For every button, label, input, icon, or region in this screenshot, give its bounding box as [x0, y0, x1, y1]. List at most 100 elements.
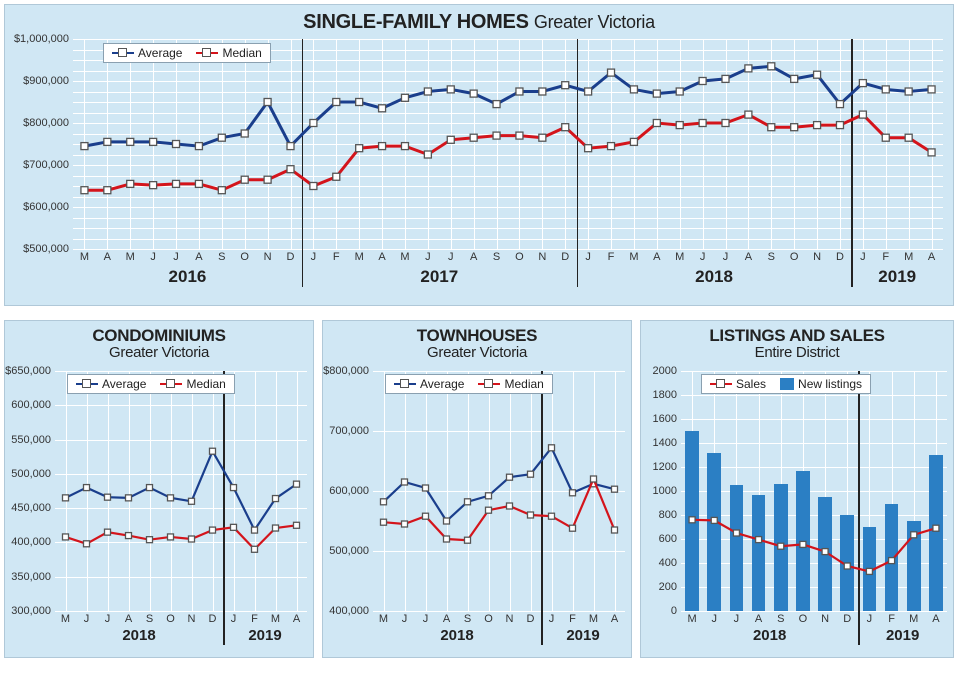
- x-tick-label: S: [218, 249, 225, 263]
- y-tick-label: 200: [659, 581, 681, 593]
- x-tick-label: F: [608, 249, 615, 263]
- series-median: [373, 371, 625, 611]
- x-tick-label: J: [549, 611, 555, 625]
- year-label: 2019: [886, 627, 919, 644]
- x-tick-label: O: [515, 249, 524, 263]
- year-label: 2019: [566, 627, 599, 644]
- legend-sales-label: Sales: [736, 377, 766, 391]
- condos-legend: Average Median: [67, 374, 235, 394]
- legend-median: Median: [196, 46, 261, 60]
- y-tick-label: 450,000: [11, 502, 55, 514]
- title-strong: CONDOMINIUMS: [92, 326, 225, 345]
- x-tick-label: A: [928, 249, 935, 263]
- x-tick-label: J: [867, 611, 873, 625]
- x-tick-label: F: [333, 249, 340, 263]
- x-tick-label: A: [745, 249, 752, 263]
- single-family-title: SINGLE-FAMILY HOMES Greater Victoria: [15, 11, 943, 34]
- condos-title: CONDOMINIUMS Greater Victoria: [5, 327, 313, 361]
- legend-average-label: Average: [102, 377, 146, 391]
- y-tick-label: 500,000: [11, 468, 55, 480]
- x-tick-label: A: [104, 249, 111, 263]
- y-tick-label: $650,000: [5, 365, 55, 377]
- legend-average: Average: [112, 46, 182, 60]
- townhouses-title: TOWNHOUSES Greater Victoria: [323, 327, 631, 361]
- x-tick-label: J: [173, 249, 179, 263]
- title-sub: Greater Victoria: [534, 12, 655, 32]
- year-label: 2019: [878, 267, 916, 287]
- listings-panel: LISTINGS AND SALES Entire District Sales…: [640, 320, 954, 658]
- x-tick-label: M: [629, 249, 638, 263]
- x-tick-label: D: [561, 249, 569, 263]
- x-tick-label: A: [378, 249, 385, 263]
- y-tick-label: 800: [659, 509, 681, 521]
- x-tick-label: O: [240, 249, 249, 263]
- x-tick-label: J: [723, 249, 729, 263]
- x-tick-label: M: [355, 249, 364, 263]
- x-tick-label: M: [400, 249, 409, 263]
- x-tick-label: D: [209, 611, 217, 625]
- x-tick-label: A: [470, 249, 477, 263]
- x-tick-label: A: [653, 249, 660, 263]
- x-tick-label: M: [271, 611, 280, 625]
- x-tick-label: J: [700, 249, 706, 263]
- x-tick-label: O: [799, 611, 808, 625]
- legend-newlistings-label: New listings: [798, 377, 862, 391]
- condos-plot: Average Median 300,000350,000400,000450,…: [55, 371, 307, 611]
- y-tick-label: 600,000: [329, 485, 373, 497]
- x-tick-label: F: [569, 611, 576, 625]
- legend-median-label: Median: [186, 377, 225, 391]
- y-tick-label: 600: [659, 533, 681, 545]
- y-tick-label: 350,000: [11, 571, 55, 583]
- x-tick-label: A: [755, 611, 762, 625]
- y-tick-label: 1600: [653, 413, 681, 425]
- series-sales: [681, 371, 947, 611]
- x-tick-label: J: [423, 611, 429, 625]
- x-tick-label: J: [84, 611, 90, 625]
- townhouses-panel: TOWNHOUSES Greater Victoria Average Medi…: [322, 320, 632, 658]
- y-tick-label: 700,000: [329, 425, 373, 437]
- x-tick-label: M: [589, 611, 598, 625]
- x-tick-label: J: [105, 611, 111, 625]
- x-tick-label: O: [166, 611, 175, 625]
- x-tick-label: N: [821, 611, 829, 625]
- x-tick-label: J: [311, 249, 317, 263]
- y-tick-label: 1000: [653, 485, 681, 497]
- year-label: 2019: [248, 627, 281, 644]
- x-tick-label: S: [146, 611, 153, 625]
- x-tick-label: S: [464, 611, 471, 625]
- title-sub: Greater Victoria: [5, 345, 313, 361]
- x-tick-label: J: [425, 249, 431, 263]
- x-tick-label: F: [251, 611, 258, 625]
- y-tick-label: $700,000: [23, 159, 73, 171]
- townhouses-plot: Average Median 400,000500,000600,000700,…: [373, 371, 625, 611]
- year-label: 2018: [122, 627, 155, 644]
- x-tick-label: S: [777, 611, 784, 625]
- y-tick-label: $500,000: [23, 243, 73, 255]
- x-tick-label: M: [126, 249, 135, 263]
- x-tick-label: D: [287, 249, 295, 263]
- y-tick-label: 500,000: [329, 545, 373, 557]
- single-family-plot: Average Median $500,000$600,000$700,000$…: [73, 39, 943, 249]
- y-tick-label: 300,000: [11, 605, 55, 617]
- single-family-panel: SINGLE-FAMILY HOMES Greater Victoria Ave…: [4, 4, 954, 306]
- x-tick-label: O: [484, 611, 493, 625]
- x-tick-label: M: [909, 611, 918, 625]
- year-label: 2017: [420, 267, 458, 287]
- x-tick-label: J: [585, 249, 591, 263]
- x-tick-label: J: [448, 249, 454, 263]
- single-family-legend: Average Median: [103, 43, 271, 63]
- series-median: [73, 39, 943, 249]
- x-tick-label: S: [768, 249, 775, 263]
- series-median: [55, 371, 307, 611]
- legend-median-label: Median: [504, 377, 543, 391]
- legend-average-label: Average: [420, 377, 464, 391]
- y-tick-label: 400,000: [11, 536, 55, 548]
- y-tick-label: 400,000: [329, 605, 373, 617]
- y-tick-label: 550,000: [11, 434, 55, 446]
- x-tick-label: M: [80, 249, 89, 263]
- year-label: 2016: [169, 267, 207, 287]
- listings-title: LISTINGS AND SALES Entire District: [641, 327, 953, 361]
- year-label: 2018: [695, 267, 733, 287]
- x-tick-label: M: [379, 611, 388, 625]
- x-tick-label: F: [882, 249, 889, 263]
